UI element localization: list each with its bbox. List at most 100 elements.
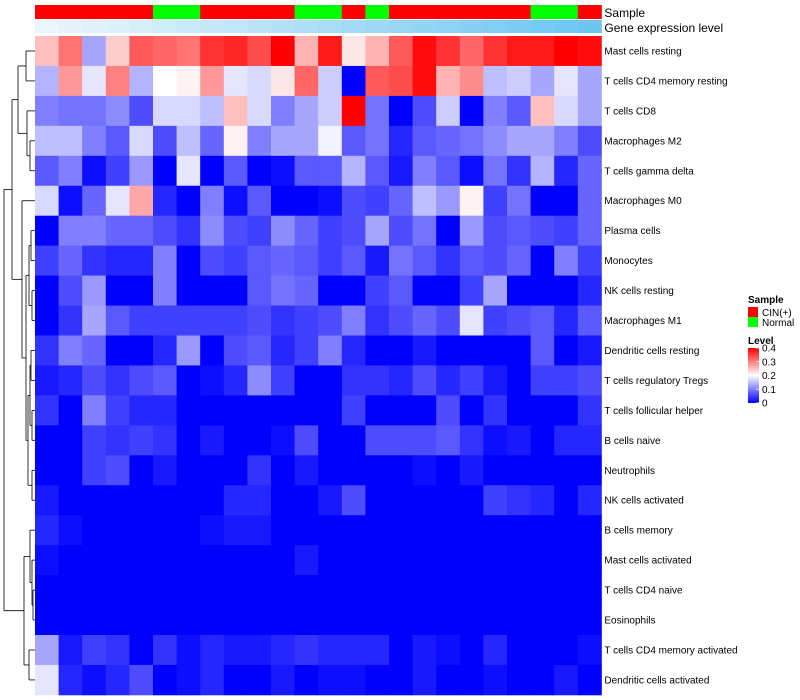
heatmap-cell [577,485,602,516]
heatmap-cells [35,36,602,696]
heatmap-cell [271,455,295,486]
heatmap-cell [507,305,531,336]
heatmap-cell [129,305,154,336]
heatmap-cell [58,515,83,546]
heatmap-cell [341,155,366,187]
heatmap-cell [153,305,177,336]
heatmap-cell [271,605,295,636]
row-label: Macrophages M0 [604,196,682,207]
row-label: T cells regulatory Tregs [604,376,708,387]
heatmap-cell [577,605,602,636]
heatmap-cell [200,575,225,606]
heatmap-cell [129,335,154,366]
heatmap-cell [223,575,248,606]
heatmap-cell [389,305,413,336]
heatmap-cell [483,245,508,276]
heatmap-cell [436,515,461,546]
heatmap-cell [483,425,508,456]
heatmap-cell [271,65,295,97]
heatmap-cell [318,305,343,336]
heatmap-cell [436,335,461,366]
heatmap-cell [200,215,225,247]
heatmap-cell [341,335,366,366]
heatmap-cell [129,575,154,606]
heatmap-cell [294,95,319,127]
heatmap-cell [554,575,579,606]
heatmap-cell [200,395,225,426]
heatmap-cell [105,36,130,67]
row-labels: Mast cells resting T cells CD4 memory res… [604,46,737,686]
heatmap-cell [365,275,390,306]
heatmap-cell [554,605,579,636]
heatmap-cell [318,605,343,636]
heatmap-cell [507,65,531,97]
heatmap-cell [129,515,154,546]
heatmap-cell [153,335,177,366]
row-label: NK cells activated [604,496,683,507]
heatmap-cell [247,36,272,67]
row-label: Dendritic cells activated [604,675,709,686]
heatmap-cell [82,335,107,366]
heatmap-cell [129,545,154,576]
heatmap-cell [341,215,366,247]
heatmap-cell [554,245,579,276]
heatmap-cell [436,575,461,606]
heatmap-cell [483,515,508,546]
heatmap-cell [58,305,83,336]
heatmap-cell [389,335,413,366]
heatmap-cell [82,95,107,127]
heatmap-cell [153,245,177,276]
heatmap-cell [200,155,225,187]
heatmap-cell [507,575,531,606]
heatmap-cell [530,275,555,306]
heatmap-cell [577,515,602,546]
heatmap-cell [459,95,484,127]
heatmap-cell [82,395,107,426]
heatmap-cell [176,395,201,426]
heatmap-cell [294,185,319,217]
heatmap-cell [530,305,555,336]
heatmap-cell [389,485,413,516]
heatmap-cell [341,515,366,546]
heatmap-cell [247,515,272,546]
heatmap-cell [176,245,201,276]
heatmap-cell [294,664,319,696]
heatmap-cell [271,664,295,696]
heatmap-cell [294,605,319,636]
heatmap-cell [577,395,602,426]
heatmap-cell [483,185,508,217]
heatmap-cell [200,125,225,157]
heatmap-cell [129,365,154,396]
heatmap-cell [365,425,390,456]
heatmap-cell [271,575,295,606]
heatmap-cell [105,515,130,546]
row-label: Eosinophils [604,616,655,627]
heatmap-cell [412,305,437,336]
heatmap-cell [483,365,508,396]
heatmap-cell [82,155,107,187]
heatmap-cell [577,275,602,306]
heatmap-cell [436,664,461,696]
expression-track-label: Gene expression level [604,21,723,35]
heatmap-cell [389,215,413,247]
heatmap-cell [247,545,272,576]
heatmap-cell [247,65,272,97]
heatmap-cell [577,455,602,486]
heatmap-cell [294,335,319,366]
heatmap-cell [176,575,201,606]
heatmap-cell [459,305,484,336]
heatmap-cell [436,185,461,217]
heatmap-cell [129,155,154,187]
heatmap-cell [129,485,154,516]
heatmap-cell [365,485,390,516]
heatmap-cell [58,245,83,276]
heatmap-cell [412,65,437,97]
heatmap-cell [176,305,201,336]
heatmap-cell [294,395,319,426]
heatmap-cell [318,635,343,666]
heatmap-cell [341,95,366,127]
heatmap-cell [459,155,484,187]
sample-cell-17 [436,5,461,19]
heatmap-cell [554,545,579,576]
